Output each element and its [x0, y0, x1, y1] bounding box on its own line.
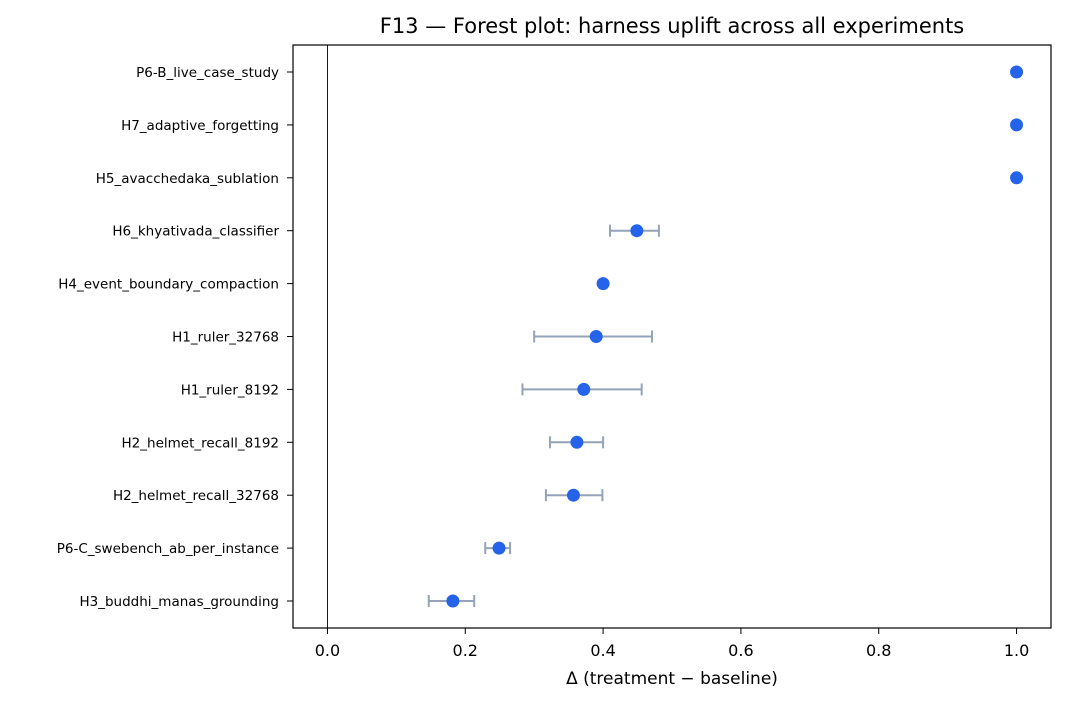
plot-area: 0.0 0.2 0.4 0.6 0.8 1.0 P6-B_live_case_study H7… — [57, 44, 1052, 660]
y-tick-label: H5_avacchedaka_sublation — [96, 171, 279, 187]
y-tick-label: H1_ruler_8192 — [181, 382, 279, 398]
x-axis-label: Δ (treatment − baseline) — [566, 669, 778, 689]
y-tick-label: H6_khyativada_classifier — [112, 224, 279, 240]
x-tick-label: 0.2 — [453, 641, 478, 660]
data-point — [1010, 171, 1024, 185]
y-tick-label: H7_adaptive_forgetting — [121, 118, 279, 134]
data-point — [566, 488, 580, 502]
data-point — [1010, 65, 1024, 79]
y-tick-label: H3_buddhi_manas_grounding — [80, 594, 280, 610]
x-tick-label: 1.0 — [1004, 641, 1029, 660]
x-tick-label: 0.0 — [315, 641, 340, 660]
chart-title: F13 — Forest plot: harness uplift across… — [380, 14, 965, 38]
data-point — [630, 224, 644, 238]
data-point — [446, 594, 460, 608]
y-tick-label: H1_ruler_32768 — [172, 330, 279, 346]
y-tick-label: P6-C_swebench_ab_per_instance — [57, 541, 279, 557]
y-tick-label: H4_event_boundary_compaction — [58, 277, 279, 293]
data-point — [596, 277, 610, 291]
data-point — [577, 382, 591, 396]
data-point — [589, 330, 603, 343]
data-point — [492, 541, 506, 555]
x-tick-label: 0.8 — [866, 641, 891, 660]
y-tick-label: P6-B_live_case_study — [136, 65, 279, 81]
x-tick-label: 0.4 — [590, 641, 615, 660]
axes-frame — [292, 44, 1052, 629]
y-tick-label: H2_helmet_recall_8192 — [122, 435, 279, 451]
data-point — [1010, 118, 1024, 132]
data-point — [570, 435, 584, 449]
y-tick-label: H2_helmet_recall_32768 — [113, 488, 279, 504]
x-tick-label: 0.6 — [728, 641, 753, 660]
